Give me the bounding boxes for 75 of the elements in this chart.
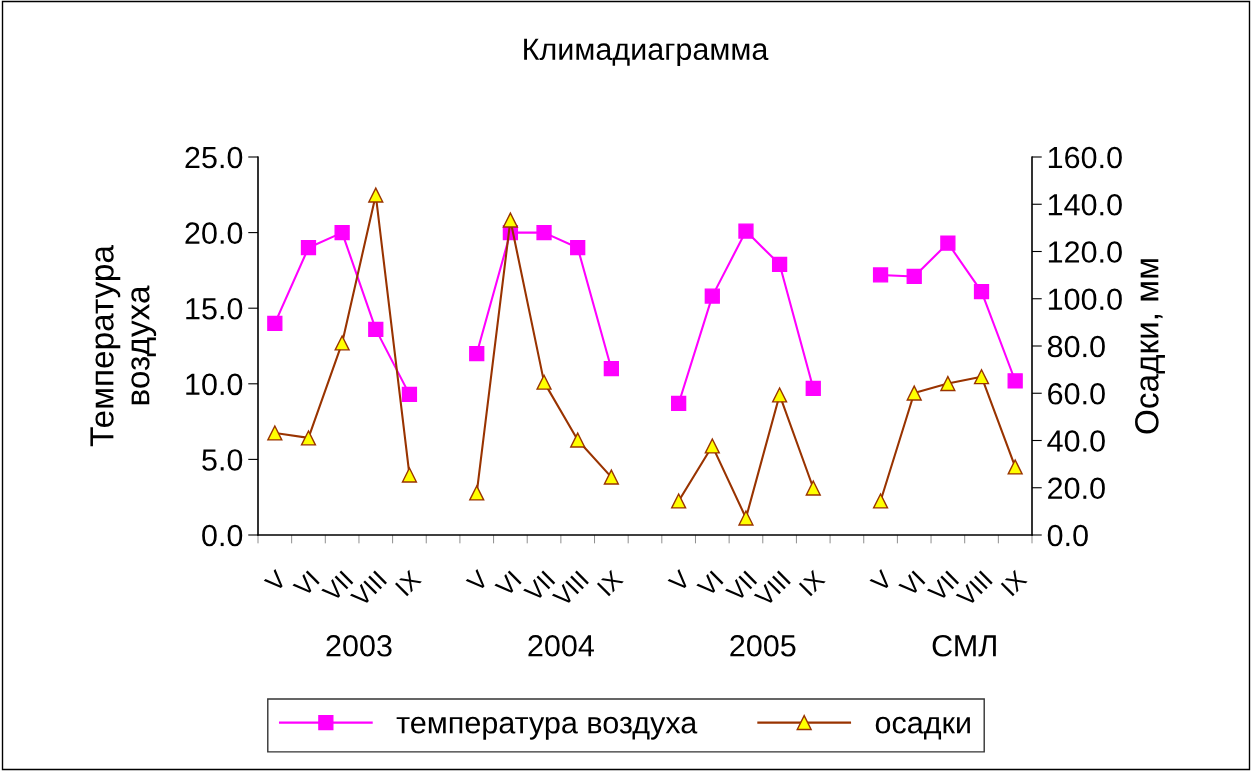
y2-tick-label: 80.0 [1047, 335, 1105, 358]
point [469, 485, 485, 501]
point [267, 425, 283, 441]
y2-tick-label: 160.0 [1048, 146, 1122, 169]
point [469, 345, 485, 362]
point [334, 335, 350, 351]
point [771, 256, 788, 272]
point [973, 369, 990, 385]
y2-tick-label: 140.0 [1048, 193, 1122, 216]
x-tick-label: V [465, 569, 490, 593]
y-tick-label: 10.0 [186, 373, 243, 396]
point [671, 493, 687, 509]
x-tick-label: VI [494, 570, 522, 598]
point [267, 315, 283, 331]
point [738, 223, 754, 239]
point [300, 240, 317, 256]
point [940, 375, 956, 392]
x-tick-label: VI [292, 570, 320, 598]
x-tick-label: V [263, 569, 288, 593]
point [603, 361, 619, 377]
point [671, 395, 687, 412]
point [368, 321, 384, 338]
point [872, 493, 889, 509]
text: 2004 [528, 634, 594, 657]
point [940, 235, 956, 251]
x-tick-label: IX [395, 569, 422, 597]
point [805, 480, 821, 496]
x-tick-label: VI [898, 570, 926, 598]
legend-label: температура воздуха [396, 716, 698, 740]
y2-tick-label: 120.0 [1048, 241, 1122, 263]
y-tick-label: 15.0 [186, 297, 243, 320]
y-tick-label: 0.0 [202, 524, 243, 547]
x-tick-label: IX [798, 569, 826, 597]
point [704, 438, 720, 454]
point [1007, 373, 1023, 389]
y2-axis-title: Осадки, мм [1135, 259, 1165, 434]
point [906, 268, 922, 285]
point [973, 283, 990, 300]
y2-tick-label: 20.0 [1048, 477, 1105, 500]
point [300, 430, 317, 446]
point [603, 469, 619, 485]
point [536, 374, 552, 390]
point [570, 432, 586, 448]
point [771, 387, 788, 403]
y-axis-title: Температура воздуха [90, 245, 157, 447]
x-tick-label: V [667, 569, 692, 593]
point [704, 288, 720, 304]
point [502, 212, 519, 228]
text: СМЛ [932, 634, 996, 657]
text: 2005 [730, 634, 796, 657]
point [536, 224, 552, 241]
y2-tick-label: 0.0 [1047, 524, 1088, 547]
x-tick-label: IX [596, 569, 624, 597]
chart-title: Климадиаграмма [524, 38, 769, 67]
point [401, 386, 418, 403]
point [570, 240, 586, 256]
y-tick-label: 20.0 [185, 222, 243, 244]
point [1007, 459, 1023, 475]
legend-label: осадки [875, 716, 970, 740]
point [368, 187, 384, 203]
y2-tick-label: 40.0 [1047, 430, 1105, 452]
y-tick-label: 25.0 [185, 146, 243, 169]
x-tick-label: IX [1000, 569, 1028, 597]
text: 2003 [326, 634, 392, 657]
point [401, 467, 418, 483]
point [738, 510, 754, 526]
x-tick-label: VI [696, 570, 724, 598]
y-tick-label: 5.0 [202, 449, 243, 471]
point [805, 380, 821, 396]
point [334, 224, 350, 241]
y2-tick-label: 60.0 [1048, 382, 1105, 405]
x-tick-label: V [869, 569, 894, 593]
point [872, 267, 889, 283]
point [906, 385, 922, 401]
y2-tick-label: 100.0 [1048, 288, 1122, 311]
